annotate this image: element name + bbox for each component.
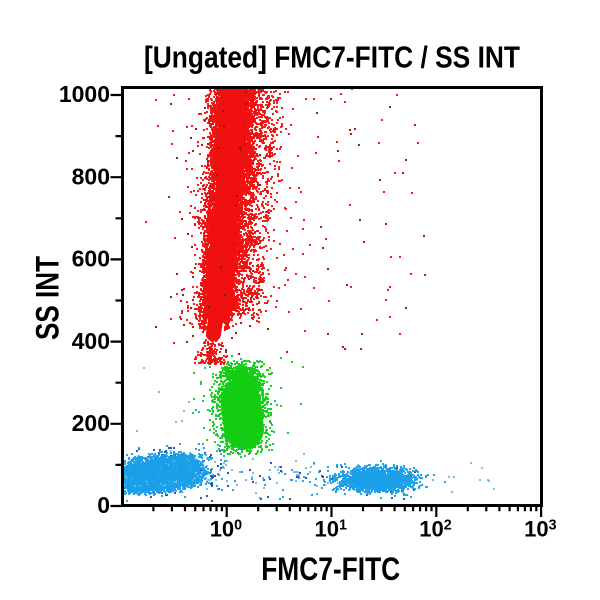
svg-text:600: 600 bbox=[72, 246, 110, 272]
svg-text:0: 0 bbox=[97, 492, 110, 518]
svg-text:103: 103 bbox=[524, 516, 556, 541]
svg-text:100: 100 bbox=[210, 516, 242, 541]
svg-text:800: 800 bbox=[72, 163, 110, 189]
svg-text:FMC7-FITC: FMC7-FITC bbox=[261, 551, 400, 587]
svg-text:1000: 1000 bbox=[59, 81, 110, 107]
svg-text:400: 400 bbox=[72, 328, 110, 354]
svg-text:SS INT: SS INT bbox=[30, 256, 66, 340]
svg-text:200: 200 bbox=[72, 410, 110, 436]
svg-text:[Ungated] FMC7-FITC / SS INT: [Ungated] FMC7-FITC / SS INT bbox=[144, 41, 520, 75]
